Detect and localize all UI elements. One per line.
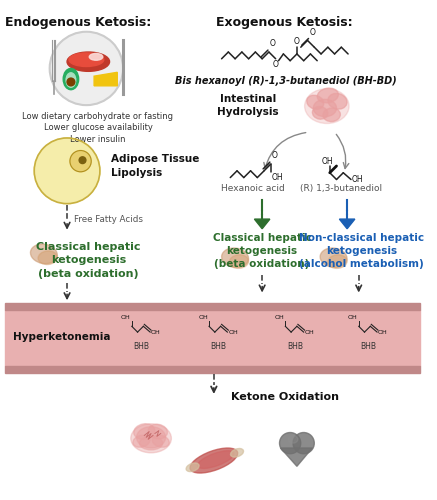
Ellipse shape: [312, 106, 328, 119]
Ellipse shape: [134, 424, 155, 440]
Text: OH: OH: [151, 330, 161, 334]
Polygon shape: [94, 72, 117, 86]
Text: BHB: BHB: [133, 342, 149, 350]
Text: (R) 1,3-butanediol: (R) 1,3-butanediol: [300, 184, 382, 194]
Text: Endogenous Ketosis:: Endogenous Ketosis:: [5, 16, 152, 30]
Ellipse shape: [69, 53, 104, 66]
Ellipse shape: [152, 435, 169, 448]
Polygon shape: [281, 448, 312, 466]
Circle shape: [280, 432, 301, 454]
Ellipse shape: [133, 435, 150, 448]
Text: Adipose Tissue
Lipolysis: Adipose Tissue Lipolysis: [111, 154, 199, 178]
Text: OH: OH: [305, 330, 314, 334]
Ellipse shape: [222, 248, 249, 268]
Ellipse shape: [131, 424, 171, 453]
Text: Lower glucose availability: Lower glucose availability: [44, 124, 153, 132]
Ellipse shape: [307, 95, 324, 110]
Text: BHB: BHB: [287, 342, 303, 350]
Text: BHB: BHB: [211, 342, 227, 350]
Ellipse shape: [229, 255, 249, 268]
Ellipse shape: [31, 244, 57, 264]
Circle shape: [70, 150, 91, 172]
Text: Exogenous Ketosis:: Exogenous Ketosis:: [216, 16, 352, 30]
Bar: [5, 303, 420, 310]
Text: O: O: [273, 60, 279, 68]
Ellipse shape: [320, 248, 347, 268]
Text: O: O: [294, 37, 300, 46]
Ellipse shape: [139, 436, 163, 450]
Text: Free Fatty Acids: Free Fatty Acids: [74, 214, 143, 224]
Ellipse shape: [63, 68, 79, 89]
Ellipse shape: [323, 108, 340, 122]
Text: OH: OH: [272, 172, 284, 182]
Text: Bis hexanoyl (R)-1,3-butanediol (BH-BD): Bis hexanoyl (R)-1,3-butanediol (BH-BD): [175, 76, 397, 86]
Bar: [5, 310, 420, 366]
Ellipse shape: [198, 450, 234, 468]
Circle shape: [34, 138, 100, 203]
Text: OH: OH: [229, 330, 238, 334]
Text: Classical hepatic
ketogenesis
(beta oxidation): Classical hepatic ketogenesis (beta oxid…: [36, 242, 141, 278]
Circle shape: [67, 78, 75, 86]
Text: OH: OH: [274, 316, 284, 320]
Text: O: O: [272, 151, 277, 160]
Ellipse shape: [137, 426, 166, 448]
Text: O: O: [309, 28, 316, 36]
Ellipse shape: [231, 448, 243, 457]
Ellipse shape: [186, 463, 199, 471]
Text: BHB: BHB: [361, 342, 376, 350]
Bar: [5, 366, 420, 372]
Text: OH: OH: [348, 316, 358, 320]
Text: OH: OH: [352, 175, 364, 184]
Text: OH: OH: [322, 157, 333, 166]
Ellipse shape: [305, 88, 349, 124]
Ellipse shape: [288, 436, 298, 443]
Ellipse shape: [66, 73, 76, 88]
Text: Low dietary carbohydrate or fasting: Low dietary carbohydrate or fasting: [22, 112, 173, 121]
Text: Hyperketonemia: Hyperketonemia: [13, 332, 111, 342]
Text: OH: OH: [198, 316, 208, 320]
Text: Intestinal
Hydrolysis: Intestinal Hydrolysis: [217, 94, 278, 116]
Ellipse shape: [328, 94, 347, 109]
Circle shape: [50, 32, 123, 105]
Ellipse shape: [317, 88, 338, 103]
Text: OH: OH: [121, 316, 131, 320]
Text: Lower insulin: Lower insulin: [70, 135, 126, 144]
Ellipse shape: [190, 448, 238, 473]
Ellipse shape: [38, 251, 57, 264]
Ellipse shape: [313, 100, 336, 116]
Text: Hexanoic acid: Hexanoic acid: [221, 184, 284, 194]
Ellipse shape: [67, 52, 110, 72]
Ellipse shape: [148, 424, 167, 439]
Text: Non-classical hepatic
ketogenesis
(alcohol metabolism): Non-classical hepatic ketogenesis (alcoh…: [299, 232, 424, 269]
Text: Ketone Oxidation: Ketone Oxidation: [231, 392, 339, 402]
Text: Classical hepatic
ketogenesis
(beta oxidation): Classical hepatic ketogenesis (beta oxid…: [213, 232, 312, 269]
Polygon shape: [340, 219, 355, 229]
Text: O: O: [270, 39, 276, 48]
Circle shape: [293, 432, 314, 454]
Text: OH: OH: [378, 330, 388, 334]
Ellipse shape: [328, 255, 347, 268]
Ellipse shape: [89, 54, 103, 60]
Circle shape: [79, 157, 86, 164]
Polygon shape: [254, 219, 270, 229]
